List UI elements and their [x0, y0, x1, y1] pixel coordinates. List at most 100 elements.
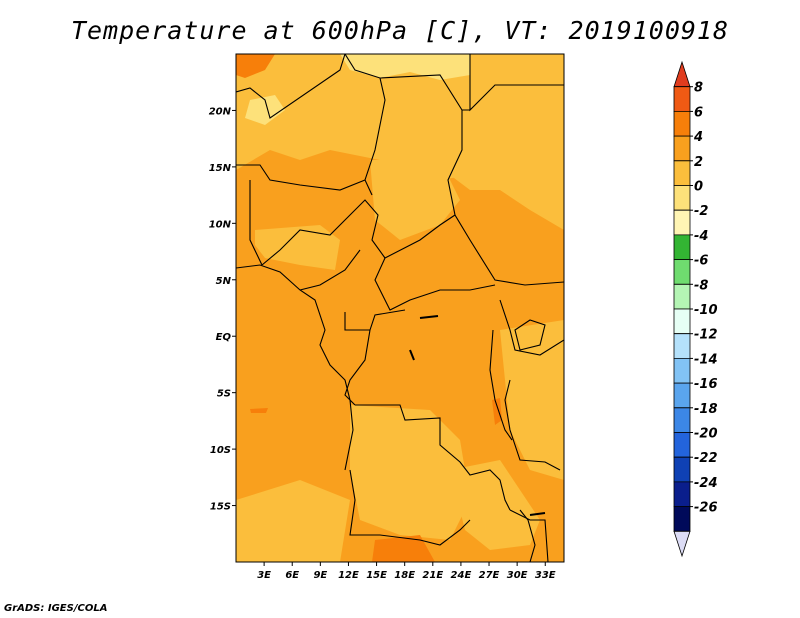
- border-nigeria-cameroon: [261, 199, 386, 266]
- colorbar-swatch: [673, 259, 691, 285]
- lon-tick-label: 27E: [479, 570, 500, 581]
- border-algeria-mali: [236, 54, 346, 119]
- field-4to6-northwest: [236, 54, 275, 78]
- colorbar-swatch: [673, 234, 691, 260]
- field-0to2-southwest: [236, 480, 350, 562]
- colorbar-swatch: [673, 333, 691, 359]
- border-chad-sudan: [447, 110, 564, 286]
- lat-tick-label: 15S: [210, 502, 231, 513]
- lon-tick-label: 15E: [366, 570, 387, 581]
- field-4to6-offshore: [250, 408, 268, 413]
- field-0to2-chad: [370, 160, 460, 240]
- colorbar-label: 2: [694, 155, 703, 170]
- colorbar-swatch: [673, 456, 691, 483]
- colorbar-swatch: [673, 160, 691, 186]
- border-benin: [249, 180, 263, 266]
- lat-tick-label: 15N: [209, 163, 232, 174]
- lon-tick-label: 3E: [257, 570, 271, 581]
- credit-label: GrADS: IGES/COLA: [4, 603, 108, 614]
- lat-tick-label: 20N: [209, 106, 232, 117]
- colorbar-swatch: [673, 407, 691, 433]
- lon-tick-label: 33E: [535, 570, 556, 581]
- lon-tick-label: 30E: [507, 570, 528, 581]
- colorbar-swatch: [673, 481, 691, 507]
- colorbar-label: -22: [694, 451, 718, 466]
- border-malawi: [509, 509, 549, 562]
- border-chad-car: [384, 214, 456, 259]
- temperature-field: [236, 54, 564, 562]
- map-frame: [235, 53, 565, 563]
- coastline-west: [236, 264, 354, 471]
- colorbar-label: -6: [694, 254, 708, 269]
- colorbar-swatch: [673, 185, 691, 211]
- lat-tick-label: 5S: [217, 389, 231, 400]
- colorbar-label: -16: [694, 377, 718, 392]
- lake-tanganyika: [489, 329, 513, 441]
- lat-tick-label: 10N: [209, 219, 232, 230]
- colorbar-label: -20: [694, 427, 718, 442]
- colorbar-label: -14: [694, 352, 718, 367]
- lon-tick-label: 18E: [394, 570, 415, 581]
- lon-tick-label: 12E: [338, 570, 359, 581]
- longitude-axis: 3E 6E 9E 12E 15E 18E 21E 24E 27E 30E 33E: [257, 562, 556, 581]
- border-mali-niger-nigeria: [236, 164, 366, 191]
- colorbar-swatch: [673, 432, 691, 458]
- colorbar-swatch: [673, 530, 691, 558]
- border-uganda-kenya: [499, 299, 564, 356]
- colorbar-swatch: [673, 283, 691, 310]
- field-0to2-sudan: [440, 110, 564, 230]
- lon-tick-label: 24E: [451, 570, 472, 581]
- border-niger-libya: [344, 54, 470, 111]
- colorbar-label: 6: [694, 105, 703, 120]
- river-segment-3: [529, 512, 546, 516]
- lat-tick-label: 5N: [216, 276, 232, 287]
- lake-malawi: [519, 509, 536, 562]
- border-egypt-sudan: [469, 54, 564, 112]
- lat-tick-label: EQ: [216, 332, 232, 343]
- country-borders: [236, 54, 564, 562]
- colorbar-label: -24: [694, 476, 718, 491]
- border-niger-chad: [364, 77, 386, 196]
- field-0to2-east: [500, 320, 564, 480]
- lon-tick-label: 21E: [422, 570, 443, 581]
- colorbar-label: 4: [693, 130, 703, 145]
- lon-tick-label: 6E: [285, 570, 299, 581]
- colorbar-label: -18: [694, 402, 718, 417]
- colorbar-swatch: [673, 135, 691, 162]
- lon-tick-label: 9E: [313, 570, 327, 581]
- colorbar-label: 0: [694, 180, 703, 195]
- map-title: Temperature at 600hPa [C], VT: 201910091…: [70, 16, 730, 45]
- colorbar-label: -26: [694, 501, 718, 516]
- border-car-drc: [374, 257, 496, 311]
- colorbar-swatch: [673, 86, 691, 112]
- field-neg2to0-patch: [245, 95, 285, 125]
- river-segment-1: [419, 315, 439, 319]
- colorbar-swatch: [673, 382, 691, 409]
- colorbar: 8 6 4 2 0 -2 -4 -6 -8 -10 -12 -14 -16 -18 -20 -22 -24 -26: [673, 60, 718, 558]
- border-angola-namibia: [349, 469, 471, 546]
- colorbar-label: -2: [694, 204, 708, 219]
- colorbar-swatch: [673, 358, 691, 384]
- colorbar-label: -8: [694, 278, 708, 293]
- latitude-axis: 20N 15N 10N 5N EQ 5S 10S 15S: [209, 106, 236, 513]
- border-tanzania: [504, 379, 561, 471]
- field-0to2-nigeria: [255, 225, 340, 270]
- colorbar-swatch: [673, 60, 691, 88]
- colorbar-swatch: [673, 506, 691, 532]
- field-4to6-rift: [492, 398, 502, 425]
- field-neg2to0-north: [340, 54, 470, 80]
- colorbar-swatch: [673, 308, 691, 335]
- lat-tick-label: 10S: [210, 445, 231, 456]
- border-cameroon: [299, 249, 361, 291]
- border-angola-drc-zambia: [355, 404, 511, 511]
- field-0to2-zambia: [450, 460, 540, 550]
- colorbar-swatch: [673, 111, 691, 137]
- colorbar-label: -4: [694, 229, 708, 244]
- colorbar-label: 8: [694, 81, 703, 96]
- colorbar-label: -12: [694, 328, 718, 343]
- lake-victoria: [514, 319, 546, 351]
- border-congo-drc: [344, 329, 371, 406]
- colorbar-swatch: [673, 209, 691, 236]
- river-segment-2: [409, 349, 415, 361]
